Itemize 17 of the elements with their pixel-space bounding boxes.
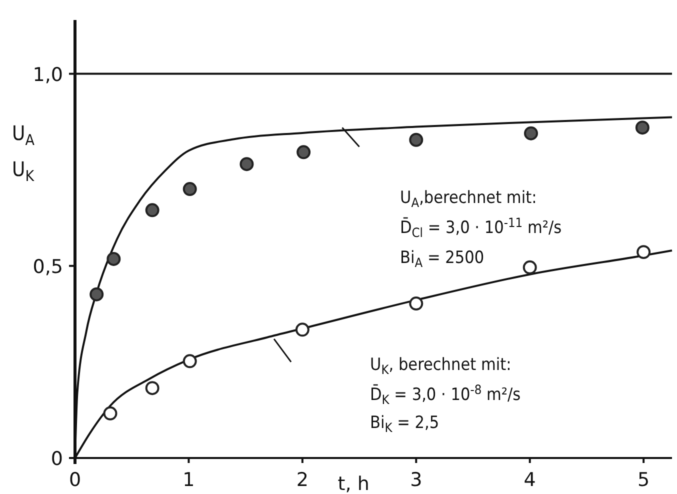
annotation: D̄$_{Cl}$ = 3,0 · 10$^{-11}$ m²/s (400, 216, 562, 241)
x-tick-label: 0 (68, 469, 82, 491)
y-tick-label: 0,5 (32, 256, 63, 278)
x-tick-label: 5 (638, 469, 650, 491)
annotation: D̄$_{K}$ = 3,0 · 10$^{-8}$ m²/s (370, 383, 521, 408)
x-axis-title: t, h (338, 473, 370, 494)
x-tick-label: 2 (296, 469, 308, 491)
y-tick-label: 0 (50, 448, 63, 470)
annotation: Bi$_{K}$ = 2,5 (370, 413, 440, 436)
x-tick-label: 4 (524, 469, 536, 491)
y-axis-title: U$_{A}$ U$_{K}$ (12, 121, 36, 184)
annotation: Bi$_{A}$ = 2500 (400, 248, 484, 271)
y-tick-label: 1,0 (32, 64, 63, 86)
annotation: U$_{K}$, berechnet mit: (370, 355, 512, 378)
x-tick-label: 1 (182, 469, 195, 491)
x-tick-label: 3 (410, 469, 422, 491)
annotation: U$_{A}$,berechnet mit: (400, 188, 537, 211)
